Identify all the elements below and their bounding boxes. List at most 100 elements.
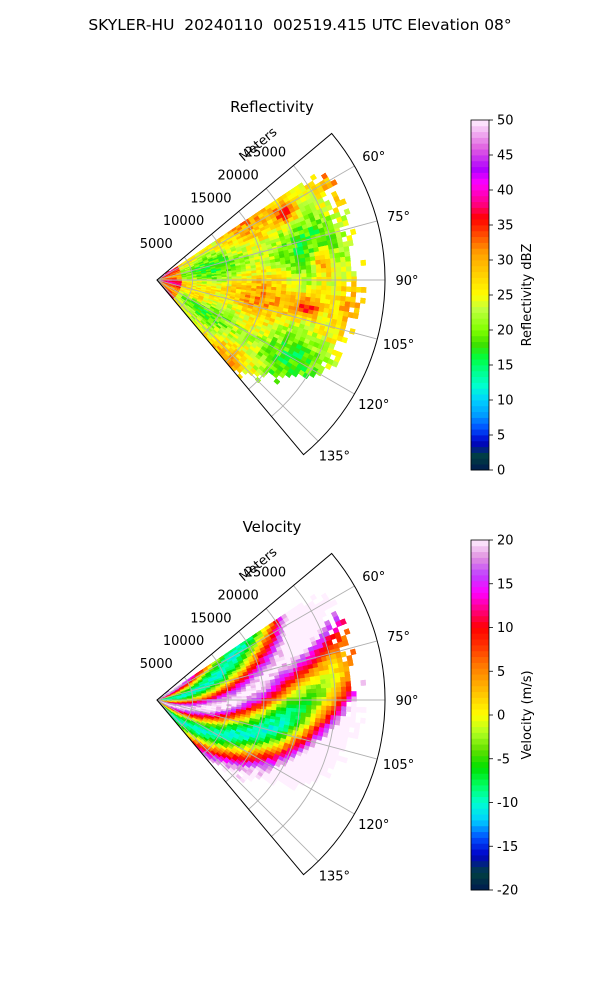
- data-gate: [331, 276, 337, 282]
- data-gate: [256, 700, 262, 704]
- data-gate: [316, 268, 322, 274]
- data-gate: [305, 685, 312, 690]
- data-gate: [333, 667, 340, 674]
- data-gate: [331, 696, 337, 702]
- data-gate: [321, 285, 327, 291]
- data-gate: [281, 694, 287, 698]
- data-gate: [353, 727, 360, 734]
- colorbar-swatch: [471, 446, 489, 453]
- data-gate: [325, 258, 331, 264]
- radial-tick-label: 25000: [245, 566, 286, 581]
- data-gate: [311, 272, 317, 278]
- data-gate: [300, 265, 307, 271]
- radial-tick-label: 10000: [163, 634, 204, 649]
- data-gate: [301, 697, 307, 702]
- data-gate: [346, 286, 352, 293]
- data-gate: [226, 276, 232, 279]
- data-gate: [300, 288, 307, 294]
- data-gate: [324, 674, 331, 680]
- panel-title: Velocity: [243, 518, 302, 536]
- data-gate: [236, 280, 242, 284]
- data-gate: [335, 686, 342, 693]
- data-gate: [299, 677, 306, 683]
- data-gate: [340, 711, 347, 717]
- data-gate: [291, 370, 299, 378]
- data-gate: [246, 273, 252, 277]
- data-gate: [286, 707, 292, 712]
- data-gate: [345, 686, 352, 692]
- colorbar-swatch: [471, 289, 489, 296]
- data-gate: [334, 720, 341, 726]
- data-gate: [334, 252, 341, 259]
- colorbar-swatch: [471, 744, 489, 751]
- data-gate: [339, 300, 346, 307]
- colorbar-swatch: [471, 458, 489, 465]
- data-gate: [300, 685, 307, 691]
- data-gate: [246, 700, 252, 704]
- range-ring: [225, 211, 265, 363]
- data-gate: [310, 709, 317, 715]
- data-gate: [341, 706, 347, 712]
- data-gate: [343, 628, 351, 636]
- data-gate: [256, 703, 262, 707]
- data-gate: [276, 271, 282, 275]
- azimuth-spoke: [156, 279, 378, 340]
- data-gate: [336, 271, 342, 278]
- data-gate: [291, 277, 297, 282]
- data-gate: [246, 275, 252, 279]
- data-gate: [352, 732, 359, 740]
- data-gate: [281, 280, 287, 285]
- data-gate: [315, 684, 322, 690]
- data-gate: [330, 257, 336, 264]
- data-gate: [291, 704, 297, 709]
- colorbar-label: Velocity (m/s): [520, 670, 535, 759]
- data-gate: [347, 240, 354, 247]
- data-gate: [360, 297, 366, 304]
- data-gate: [360, 706, 367, 713]
- data-gate: [276, 284, 282, 288]
- colorbar-swatch: [471, 435, 489, 442]
- data-gate: [300, 261, 307, 267]
- data-gate: [286, 697, 292, 702]
- angle-tick-label: 90°: [395, 274, 418, 289]
- data-gate: [251, 275, 257, 279]
- data-gate: [330, 262, 337, 268]
- data-gate: [311, 705, 317, 710]
- data-gate: [329, 299, 336, 306]
- data-gate: [319, 298, 326, 304]
- data-gate: [335, 710, 342, 717]
- radial-tick-label: 15000: [190, 611, 231, 626]
- data-gate: [290, 262, 297, 268]
- data-gate: [326, 267, 332, 273]
- data-gate: [335, 677, 341, 683]
- data-gate: [306, 689, 312, 694]
- data-gate: [286, 693, 292, 698]
- colorbar-swatch: [471, 855, 489, 862]
- data-gate: [338, 305, 345, 312]
- data-gate: [276, 700, 282, 705]
- data-gate: [290, 266, 297, 271]
- data-gate: [314, 255, 321, 261]
- data-gate: [320, 679, 326, 685]
- data-gate: [286, 700, 292, 705]
- data-gate: [311, 285, 317, 290]
- data-gate: [266, 274, 272, 279]
- data-gate: [251, 703, 257, 707]
- data-gate: [347, 660, 354, 667]
- data-gate: [320, 289, 327, 295]
- data-gate: [331, 705, 337, 712]
- data-gate: [353, 307, 360, 314]
- data-gate: [310, 293, 317, 299]
- colorbar: -20 -15 -10 -5 0 5 10 15 20 Velocity (m/s): [470, 534, 535, 899]
- colorbar-swatch: [471, 779, 489, 786]
- data-gate: [164, 270, 170, 275]
- colorbar-swatch: [471, 417, 489, 424]
- colorbar-swatch: [471, 685, 489, 693]
- data-gate: [276, 277, 282, 282]
- radial-tick-label: 15000: [190, 191, 231, 206]
- colorbar-swatch: [471, 400, 489, 407]
- data-gate: [304, 676, 311, 682]
- data-gate: [351, 691, 357, 697]
- data-gate: [305, 288, 312, 294]
